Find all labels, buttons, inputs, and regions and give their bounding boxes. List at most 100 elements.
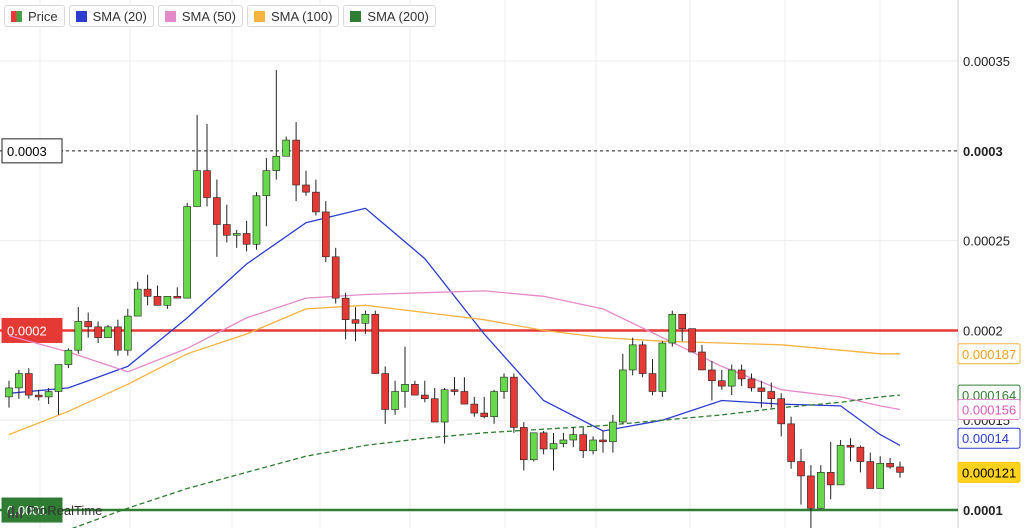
price-tag-box bbox=[957, 343, 1021, 365]
candle-body bbox=[500, 376, 508, 392]
candle-body bbox=[846, 445, 855, 448]
candle-body bbox=[312, 191, 320, 213]
sma100-line bbox=[8, 304, 900, 436]
price-tag-label: 0.000156 bbox=[962, 402, 1016, 417]
candle-body bbox=[638, 344, 647, 374]
candle-body bbox=[529, 432, 538, 461]
candle bbox=[688, 328, 696, 353]
sma50-swatch-icon bbox=[164, 10, 176, 22]
candle-body bbox=[74, 321, 83, 351]
candle-body bbox=[787, 423, 795, 462]
candle bbox=[856, 445, 865, 473]
candle-body bbox=[876, 463, 885, 489]
candle-body bbox=[34, 394, 43, 398]
candle bbox=[411, 380, 419, 396]
candle-body bbox=[470, 403, 479, 414]
candle bbox=[460, 377, 469, 405]
candle bbox=[24, 368, 33, 399]
price-tag: 0.000156 bbox=[957, 398, 1021, 420]
legend-sma50[interactable]: SMA (50) bbox=[157, 5, 243, 27]
candle bbox=[450, 377, 459, 396]
candle bbox=[500, 373, 508, 399]
candle bbox=[717, 369, 726, 390]
candle-body bbox=[668, 313, 677, 344]
candle bbox=[846, 438, 855, 462]
candle-body bbox=[15, 373, 23, 389]
candle bbox=[420, 380, 429, 403]
candle-body bbox=[282, 139, 291, 157]
legend-price[interactable]: Price bbox=[4, 5, 65, 27]
candle-body bbox=[747, 378, 756, 389]
candle bbox=[708, 360, 716, 401]
candle bbox=[361, 310, 370, 335]
candle bbox=[430, 387, 439, 423]
candle bbox=[153, 285, 162, 306]
legend-sma100[interactable]: SMA (100) bbox=[247, 5, 340, 27]
candle-body bbox=[411, 384, 419, 396]
candle bbox=[866, 452, 875, 489]
candle bbox=[559, 432, 568, 448]
candle bbox=[529, 432, 538, 462]
legend-sma200[interactable]: SMA (200) bbox=[343, 5, 436, 27]
candle bbox=[549, 432, 558, 471]
candle-body bbox=[896, 466, 904, 473]
candle-body bbox=[252, 195, 261, 245]
price-tag-label: 0.000121 bbox=[962, 465, 1016, 480]
candle-body bbox=[133, 288, 142, 317]
candle-body bbox=[331, 256, 340, 299]
candle bbox=[302, 170, 310, 196]
candle-body bbox=[143, 288, 152, 297]
price-tag: 0.000121 bbox=[957, 461, 1021, 483]
candle-body bbox=[609, 421, 617, 443]
candle bbox=[183, 202, 191, 299]
legend-sma20[interactable]: SMA (20) bbox=[68, 5, 154, 27]
candle-body bbox=[658, 342, 667, 392]
candle bbox=[54, 364, 63, 415]
candle-body bbox=[727, 369, 736, 387]
candle-body bbox=[54, 364, 63, 392]
sma200-line bbox=[71, 394, 901, 528]
candle bbox=[163, 296, 172, 309]
grid-lines bbox=[0, 0, 959, 528]
candle-body bbox=[341, 297, 350, 320]
candle bbox=[510, 373, 518, 433]
chart-legend: Price SMA (20) SMA (50) SMA (100) SMA (2… bbox=[4, 5, 436, 27]
candle-body bbox=[84, 321, 92, 328]
candle-body bbox=[559, 439, 568, 444]
price-tag-box bbox=[957, 398, 1021, 420]
candle-body bbox=[391, 391, 399, 410]
candle bbox=[242, 220, 251, 252]
candle bbox=[638, 341, 647, 378]
candle-body bbox=[272, 155, 281, 171]
candle-body bbox=[64, 349, 73, 365]
candle bbox=[124, 308, 132, 356]
candle bbox=[84, 312, 92, 338]
candle-body bbox=[114, 326, 122, 351]
legend-price-label: Price bbox=[28, 8, 58, 24]
candle-body bbox=[519, 427, 528, 461]
legend-sma200-label: SMA (200) bbox=[367, 8, 429, 24]
candle-body bbox=[757, 387, 766, 392]
candle-body bbox=[480, 412, 489, 417]
candle-body bbox=[549, 443, 558, 450]
candle-body bbox=[401, 384, 409, 392]
candle-body bbox=[163, 296, 172, 306]
candle-body bbox=[430, 398, 439, 423]
candle-body bbox=[618, 369, 627, 423]
candle-body bbox=[44, 391, 53, 398]
sma20-line bbox=[8, 207, 901, 446]
candle bbox=[816, 465, 825, 509]
candle-body bbox=[886, 463, 894, 468]
candle bbox=[668, 310, 677, 347]
level-label-box bbox=[1, 138, 63, 164]
candle bbox=[777, 393, 786, 437]
price-swatch-icon bbox=[11, 10, 22, 22]
sma50-line bbox=[8, 290, 901, 411]
candle bbox=[648, 359, 657, 396]
candle bbox=[569, 427, 578, 448]
candle bbox=[658, 341, 667, 397]
candle-body bbox=[856, 446, 865, 462]
candle bbox=[391, 380, 399, 415]
candle bbox=[351, 307, 360, 342]
